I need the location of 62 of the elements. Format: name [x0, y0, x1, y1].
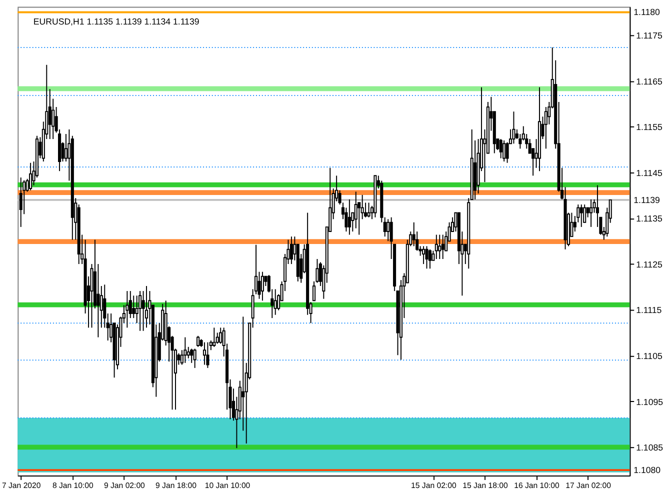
y-tick-label: 1.1135	[636, 214, 662, 224]
x-tick-label: 8 Jan 10:00	[52, 480, 94, 490]
x-tick-label: 9 Jan 02:00	[104, 480, 146, 490]
candlestick	[580, 204, 583, 228]
ref-line-label: 1.1080	[634, 465, 661, 475]
candlestick	[512, 111, 516, 144]
x-tick-label: 9 Jan 18:00	[156, 480, 198, 490]
candlestick	[29, 162, 32, 191]
y-tick-label: 1.1095	[636, 396, 664, 407]
ref-line-label: 1.1139	[634, 194, 660, 205]
candlestick	[441, 234, 444, 260]
candlestick	[144, 286, 148, 328]
candlestick	[290, 236, 293, 265]
candlestick	[502, 140, 506, 162]
candlestick	[506, 142, 509, 164]
candlestick	[499, 138, 502, 159]
y-tick-label: 1.1125	[636, 259, 662, 270]
candlestick	[212, 327, 216, 348]
candlestick	[412, 222, 416, 247]
candlestick	[274, 288, 277, 316]
text: EURUSD,H1 1.1135 1.1139 1.1134 1.1139	[33, 16, 200, 26]
y-tick-label: 1.1115	[636, 305, 662, 316]
candlestick	[316, 258, 319, 284]
x-tick-label: 17 Jan 02:00	[566, 480, 612, 490]
y-tick-label: 1.1105	[636, 351, 662, 362]
x-tick-label: 10 Jan 10:00	[204, 480, 251, 490]
candlestick	[367, 202, 370, 218]
y-tick-label: 1.1155	[636, 122, 662, 132]
candlestick	[438, 234, 442, 260]
candlestick	[126, 290, 129, 328]
candlestick	[202, 342, 206, 366]
candlestick	[196, 335, 200, 348]
candlestick	[422, 246, 426, 265]
y-tick-label: 1.1175	[636, 30, 662, 41]
y-tick-label: 1.1085	[636, 442, 664, 453]
candlestick	[348, 198, 351, 236]
candlestick	[425, 246, 428, 270]
x-tick-label: 15 Jan 18:00	[462, 480, 508, 490]
candlestick	[219, 327, 222, 344]
candlestick	[428, 248, 432, 270]
candlestick	[184, 336, 187, 364]
candlestick	[386, 218, 390, 242]
candlestick	[190, 348, 194, 364]
candlestick	[206, 342, 210, 368]
x-tick-label: 7 Jan 2020	[2, 480, 42, 490]
candlestick	[138, 290, 142, 332]
candlestick	[544, 106, 548, 150]
candlestick	[434, 234, 438, 260]
candlestick	[186, 346, 190, 359]
x-tick-label: 15 Jan 02:00	[411, 480, 457, 490]
candlestick	[193, 348, 196, 368]
candlestick	[583, 204, 586, 223]
candlestick	[260, 271, 264, 302]
y-tick-label: 1.1165	[636, 76, 662, 86]
ref-line-label: 1.1180	[634, 7, 660, 18]
candlestick	[96, 264, 100, 338]
candlestick	[590, 198, 593, 228]
candlestick	[64, 134, 68, 162]
y-tick-label: 1.1145	[636, 168, 662, 178]
candlestick	[132, 295, 136, 319]
candlestick	[19, 177, 22, 228]
x-tick-label: 16 Jan 10:00	[514, 480, 560, 490]
